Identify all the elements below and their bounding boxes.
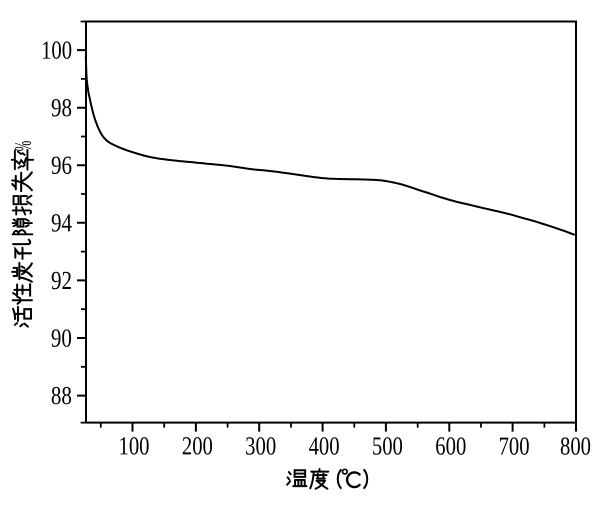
- svg-text:600: 600: [435, 432, 466, 461]
- svg-text:300: 300: [245, 431, 276, 460]
- svg-text:100: 100: [41, 36, 72, 65]
- svg-text:94: 94: [51, 208, 72, 237]
- svg-text:800: 800: [560, 432, 591, 461]
- svg-text:90: 90: [51, 324, 72, 353]
- svg-text:100: 100: [118, 431, 149, 460]
- svg-text:700: 700: [499, 432, 530, 461]
- svg-text:%: %: [11, 141, 37, 152]
- svg-text:400: 400: [309, 431, 340, 460]
- svg-text:96: 96: [51, 151, 72, 180]
- svg-text:500: 500: [372, 432, 403, 461]
- svg-text:98: 98: [51, 93, 72, 122]
- svg-text:88: 88: [51, 381, 72, 410]
- svg-text:92: 92: [51, 266, 72, 295]
- svg-text:200: 200: [182, 431, 213, 460]
